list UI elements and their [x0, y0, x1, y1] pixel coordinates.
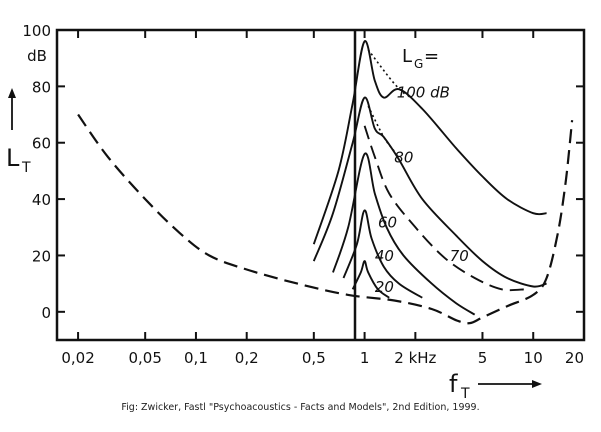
series-label: 100 dB	[397, 84, 450, 102]
y-axis-label-sub: T	[21, 160, 31, 176]
x-tick-label: 0,2	[235, 349, 259, 367]
y-axis-label: L T	[6, 88, 31, 176]
y-tick-label: 80	[32, 78, 51, 96]
dotted-guide	[367, 105, 395, 152]
x-tick-label: 2 kHz	[394, 349, 436, 367]
legend-title-suffix: =	[424, 46, 439, 67]
x-tick-label: 10	[524, 349, 543, 367]
x-tick-label: 0,02	[61, 349, 94, 367]
legend-title: L G =	[402, 46, 439, 71]
masking-curve-60	[332, 152, 476, 316]
series-label: 40	[375, 247, 394, 265]
x-tick-label: 0,1	[184, 349, 208, 367]
y-axis-label-main: L	[6, 144, 20, 172]
y-tick-label: 20	[32, 247, 51, 265]
masking-curve-100-db	[312, 40, 547, 245]
series-label: 60	[378, 213, 397, 231]
masking-curve-20	[351, 260, 390, 299]
series-label: 80	[394, 148, 413, 166]
x-axis-arrow-head	[532, 380, 542, 388]
masking-curve-80	[312, 96, 547, 288]
y-tick-label: 40	[32, 191, 51, 209]
masking-curve-40	[342, 209, 423, 299]
x-axis-label-main: f	[449, 370, 458, 398]
series-label: 20	[375, 278, 394, 296]
legend-title-sub: G	[414, 57, 423, 71]
threshold-in-quiet-curve	[77, 113, 574, 325]
legend-title-main: L	[402, 46, 412, 67]
plot-frame	[55, 28, 586, 342]
masking-curve-70	[363, 125, 526, 292]
y-tick-label: 60	[32, 135, 51, 153]
y-axis-arrow-head	[8, 88, 16, 98]
x-tick-label: 0,5	[302, 349, 326, 367]
y-tick-label: 0	[41, 304, 51, 322]
x-tick-label: 1	[360, 349, 370, 367]
series-label: 70	[450, 247, 469, 265]
y-tick-label: 100	[22, 22, 51, 40]
x-axis-label: f T	[449, 370, 542, 402]
x-tick-label: 20	[565, 349, 584, 367]
x-tick-label: 0,05	[128, 349, 161, 367]
y-unit-label: dB	[27, 47, 47, 65]
x-tick-label: 5	[478, 349, 488, 367]
figure-caption: Fig: Zwicker, Fastl "Psychoacoustics - F…	[121, 402, 480, 413]
x-axis-label-sub: T	[460, 386, 470, 402]
